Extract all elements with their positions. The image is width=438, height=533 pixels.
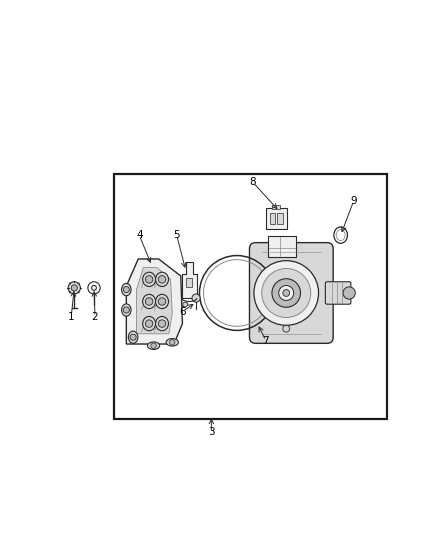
Circle shape <box>92 286 96 290</box>
Circle shape <box>123 287 129 293</box>
Ellipse shape <box>121 304 131 316</box>
Text: 1: 1 <box>68 312 74 322</box>
FancyBboxPatch shape <box>114 174 386 419</box>
Circle shape <box>151 343 156 349</box>
Ellipse shape <box>142 317 155 331</box>
Ellipse shape <box>142 294 155 309</box>
Circle shape <box>342 287 354 299</box>
Circle shape <box>169 340 175 345</box>
FancyBboxPatch shape <box>271 205 280 209</box>
FancyBboxPatch shape <box>266 208 286 229</box>
Circle shape <box>278 286 293 301</box>
Polygon shape <box>136 268 172 334</box>
FancyBboxPatch shape <box>269 213 275 223</box>
Circle shape <box>271 279 300 307</box>
Circle shape <box>261 269 310 318</box>
Text: 4: 4 <box>136 230 142 240</box>
Circle shape <box>282 289 289 296</box>
Text: 7: 7 <box>262 336 268 345</box>
Circle shape <box>158 276 166 283</box>
Ellipse shape <box>121 284 131 296</box>
Circle shape <box>191 294 200 302</box>
Polygon shape <box>181 262 196 298</box>
FancyBboxPatch shape <box>325 282 350 304</box>
Text: 2: 2 <box>92 312 98 322</box>
Ellipse shape <box>142 272 155 287</box>
Circle shape <box>158 298 166 305</box>
FancyBboxPatch shape <box>249 243 332 343</box>
Circle shape <box>145 298 152 305</box>
FancyBboxPatch shape <box>277 213 282 223</box>
Ellipse shape <box>128 331 138 343</box>
Circle shape <box>282 325 289 332</box>
Circle shape <box>253 261 318 325</box>
Circle shape <box>130 334 136 340</box>
Text: 3: 3 <box>208 427 214 438</box>
Circle shape <box>71 285 77 291</box>
Circle shape <box>145 276 152 283</box>
Ellipse shape <box>155 272 168 287</box>
Ellipse shape <box>166 338 178 346</box>
Circle shape <box>88 282 100 294</box>
Text: 9: 9 <box>350 196 356 206</box>
Polygon shape <box>126 259 182 344</box>
Ellipse shape <box>147 342 159 350</box>
Text: 6: 6 <box>179 306 185 317</box>
Text: 5: 5 <box>173 230 180 240</box>
Circle shape <box>182 302 187 307</box>
FancyBboxPatch shape <box>268 236 295 256</box>
Circle shape <box>68 282 80 294</box>
Circle shape <box>123 307 129 313</box>
Text: 8: 8 <box>249 177 256 188</box>
Circle shape <box>158 320 166 327</box>
Ellipse shape <box>155 317 168 331</box>
Ellipse shape <box>155 294 168 309</box>
FancyBboxPatch shape <box>186 278 192 287</box>
Circle shape <box>145 320 152 327</box>
